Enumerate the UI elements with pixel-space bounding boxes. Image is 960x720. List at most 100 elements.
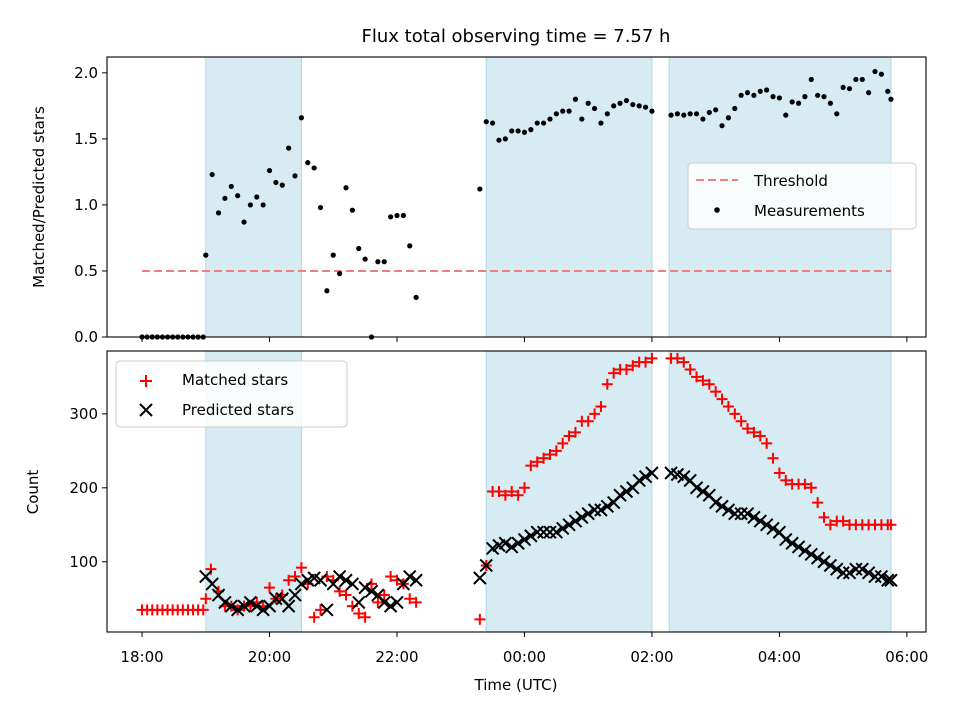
matched-star-point bbox=[640, 356, 652, 368]
measurement-point bbox=[496, 137, 502, 143]
predicted-star-point bbox=[332, 569, 347, 584]
predicted-star-point bbox=[759, 518, 774, 532]
predicted-star-point bbox=[868, 569, 882, 584]
measurement-point bbox=[515, 128, 521, 134]
predicted-star-point bbox=[708, 495, 723, 510]
predicted-star-point bbox=[842, 566, 857, 580]
predicted-star-point bbox=[256, 603, 270, 617]
top-legend-box bbox=[687, 162, 917, 230]
predicted-star-point bbox=[721, 503, 736, 517]
measurement-point bbox=[553, 111, 559, 117]
matched-star-point bbox=[197, 604, 209, 616]
predicted-star-point bbox=[823, 558, 838, 573]
measurement-point bbox=[725, 115, 732, 121]
xtick-label: 02:00 bbox=[630, 648, 673, 666]
xtick-label: 00:00 bbox=[503, 648, 546, 666]
measurement-point bbox=[330, 252, 336, 258]
predicted-star-point bbox=[728, 506, 742, 521]
predicted-legend-label: Predicted stars bbox=[182, 401, 294, 419]
matched-star-point bbox=[812, 497, 824, 509]
matched-star-point bbox=[742, 423, 754, 435]
predicted-star-point bbox=[594, 503, 608, 517]
predicted-star-point bbox=[352, 595, 366, 610]
measurement-point bbox=[579, 116, 585, 122]
measurement-point bbox=[776, 95, 783, 101]
measurement-point bbox=[222, 195, 228, 201]
predicted-star-point bbox=[281, 599, 296, 613]
predicted-star-point bbox=[556, 521, 570, 536]
measurement-point bbox=[853, 76, 859, 83]
predicted-star-point bbox=[568, 514, 583, 528]
measurement-point bbox=[400, 212, 406, 219]
matched-star-point bbox=[671, 352, 683, 364]
measurement-point bbox=[706, 109, 712, 116]
matched-star-point bbox=[799, 478, 811, 490]
measurement-point bbox=[846, 86, 853, 92]
matched-star-point bbox=[334, 585, 346, 597]
predicted-star-point bbox=[740, 506, 755, 521]
predicted-star-point bbox=[364, 584, 379, 599]
matched-star-point bbox=[499, 489, 511, 501]
matched-star-point bbox=[359, 611, 371, 623]
matched-star-point bbox=[315, 604, 327, 616]
predicted-star-point bbox=[855, 562, 869, 576]
predicted-star-point bbox=[339, 573, 353, 587]
matched-star-point bbox=[824, 519, 836, 531]
matched-star-point bbox=[544, 449, 556, 461]
measurement-point bbox=[732, 105, 738, 112]
measurement-point bbox=[885, 88, 891, 94]
matched-star-point bbox=[410, 596, 422, 608]
measurement-point bbox=[394, 212, 400, 219]
measurement-point bbox=[254, 194, 260, 200]
predicted-star-point bbox=[874, 569, 889, 584]
predicted-star-point bbox=[836, 566, 850, 580]
measurement-point bbox=[859, 76, 865, 83]
predicted-star-point bbox=[313, 573, 328, 587]
measurement-point bbox=[770, 94, 776, 100]
predicted-star-point bbox=[791, 540, 806, 554]
measurement-point bbox=[681, 112, 687, 118]
matched-star-point bbox=[200, 593, 212, 605]
matched-star-point bbox=[646, 352, 658, 364]
measurement-point bbox=[311, 165, 317, 171]
predicted-star-point bbox=[645, 466, 659, 480]
measurement-point bbox=[209, 171, 215, 178]
predicted-star-point bbox=[715, 499, 729, 513]
measurement-point bbox=[279, 182, 285, 188]
predicted-star-point bbox=[409, 573, 423, 587]
predicted-star-point bbox=[345, 577, 360, 591]
predicted-star-point bbox=[638, 470, 653, 484]
matched-star-point bbox=[550, 445, 562, 457]
matched-legend-label: Matched stars bbox=[182, 371, 288, 389]
predicted-star-point bbox=[237, 599, 251, 613]
matched-star-point bbox=[780, 474, 792, 486]
matched-star-point bbox=[589, 408, 601, 420]
measurement-point bbox=[674, 111, 681, 117]
xtick-label: 22:00 bbox=[375, 648, 418, 666]
measurement-point bbox=[744, 90, 751, 96]
measurement-point bbox=[235, 193, 241, 199]
measurement-point bbox=[413, 294, 419, 300]
predicted-star-point bbox=[804, 547, 818, 562]
bottom-ytick-label: 300 bbox=[69, 405, 98, 423]
matched-star-point bbox=[595, 400, 607, 412]
predicted-star-point bbox=[383, 599, 398, 613]
measurement-point bbox=[802, 94, 808, 100]
predicted-star-point bbox=[849, 562, 863, 576]
measurement-point bbox=[642, 104, 649, 110]
bottom-ytick-label: 200 bbox=[69, 479, 98, 497]
matched-legend-swatch bbox=[140, 375, 152, 387]
measurement-point bbox=[547, 116, 553, 122]
predicted-star-point bbox=[810, 551, 825, 565]
measurement-point bbox=[834, 111, 840, 117]
predicted-star-point bbox=[575, 510, 589, 525]
predicted-star-point bbox=[779, 532, 793, 547]
measurements-legend-swatch bbox=[714, 207, 720, 213]
predicted-star-point bbox=[734, 506, 748, 521]
matched-star-point bbox=[697, 375, 709, 387]
matched-star-point bbox=[601, 378, 613, 390]
measurement-point bbox=[298, 115, 304, 121]
measurement-point bbox=[636, 103, 642, 109]
matched-star-point bbox=[404, 593, 416, 605]
matched-star-point bbox=[818, 511, 830, 523]
